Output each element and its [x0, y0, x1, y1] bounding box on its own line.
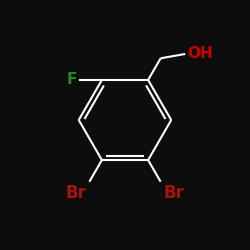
- Text: F: F: [66, 72, 77, 88]
- Text: OH: OH: [188, 46, 214, 62]
- Text: Br: Br: [163, 184, 184, 202]
- Text: Br: Br: [66, 184, 87, 202]
